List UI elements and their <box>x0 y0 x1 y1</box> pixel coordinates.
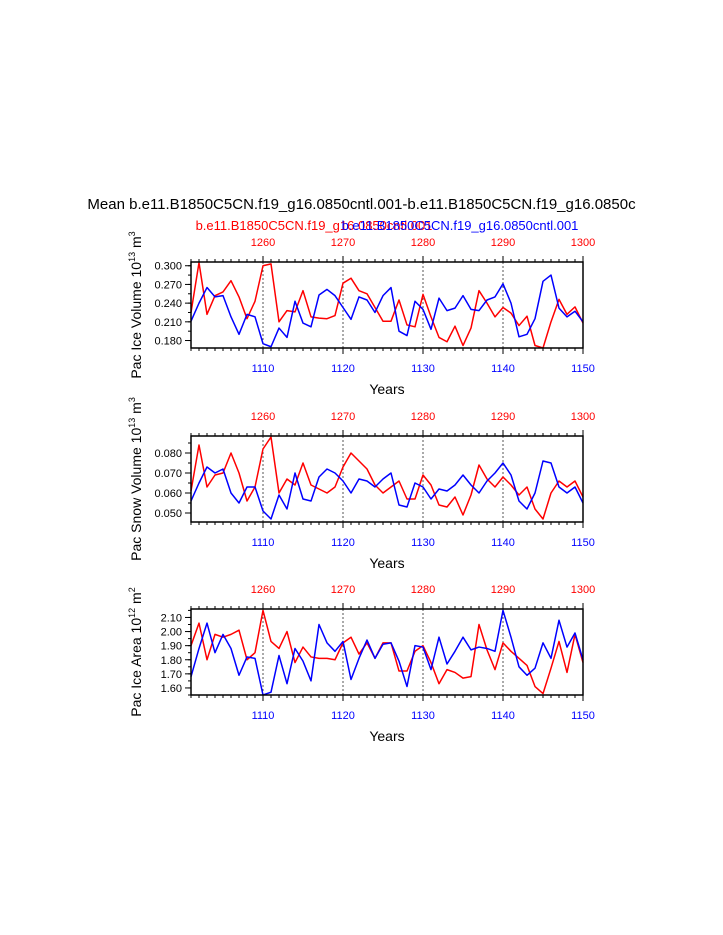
x-tick-label-bottom: 1120 <box>331 710 355 722</box>
y-tick-label: 0.080 <box>154 448 182 460</box>
y-axis-label-part: 3 <box>127 231 137 236</box>
series-line-blue <box>190 460 584 520</box>
x-tick-label-top: 1270 <box>331 237 355 249</box>
y-axis-label-part: Pac Ice Volume 10 <box>128 262 144 379</box>
y-tick-label: 1.70 <box>161 669 182 681</box>
x-tick-label-bottom: 1130 <box>411 363 435 375</box>
series-line-red <box>190 609 584 695</box>
plot-frame <box>190 261 584 349</box>
x-tick-label-top: 1260 <box>251 584 275 596</box>
y-tick-label: 0.070 <box>154 468 182 480</box>
chart-panels: 1110 1120 1130 1140 1150 1260 1270 1280 1290 1300… <box>127 231 595 744</box>
x-tick-label-top: 1280 <box>411 411 435 423</box>
x-tick-label-bottom: 1140 <box>491 710 515 722</box>
y-tick-label: 2.00 <box>161 627 182 639</box>
x-axis-label: Years <box>369 381 404 397</box>
y-tick-label: 0.060 <box>154 488 182 500</box>
y-axis-label-part: m <box>128 402 144 418</box>
x-tick-label-top: 1270 <box>331 584 355 596</box>
y-axis-label: Pac Ice Volume 1013 m3 <box>127 231 144 378</box>
x-tick-label-bottom: 1130 <box>411 710 435 722</box>
y-axis-label-part: 13 <box>127 418 137 428</box>
y-axis-label-part: m <box>128 236 144 252</box>
plot-frame <box>190 608 584 696</box>
y-tick-label: 1.60 <box>161 683 182 695</box>
x-axis-label: Years <box>369 555 404 571</box>
x-tick-label-top: 1300 <box>571 584 595 596</box>
x-tick-label-bottom: 1120 <box>331 537 355 549</box>
x-tick-label-top: 1280 <box>411 584 435 596</box>
x-tick-label-bottom: 1120 <box>331 363 355 375</box>
panel-1: 1110 1120 1130 1140 1150 1260 1270 1280 1290 1300… <box>127 231 595 397</box>
x-tick-label-top: 1300 <box>571 411 595 423</box>
x-tick-label-bottom: 1130 <box>411 537 435 549</box>
subtitle-blue: b.e11.B1850C5CN.f19_g16.0850cntl.001 <box>342 218 579 233</box>
panel-3: 1110 1120 1130 1140 1150 1260 1270 1280 1290 1300… <box>127 584 595 744</box>
x-tick-label-bottom: 1110 <box>252 537 275 549</box>
x-tick-label-bottom: 1110 <box>252 710 275 722</box>
panel-2: 1110 1120 1130 1140 1150 1260 1270 1280 1290 1300… <box>127 397 595 571</box>
y-tick-label: 2.10 <box>161 612 182 624</box>
y-tick-label: 0.300 <box>154 261 182 273</box>
y-tick-label: 0.270 <box>154 279 182 291</box>
y-tick-label: 0.180 <box>154 336 182 348</box>
y-tick-label: 0.050 <box>154 508 182 520</box>
y-tick-label: 1.90 <box>161 641 182 653</box>
y-tick-label: 1.80 <box>161 655 182 667</box>
x-tick-label-bottom: 1140 <box>491 363 515 375</box>
series-line-blue <box>190 274 584 348</box>
y-tick-label: 0.210 <box>154 317 182 329</box>
y-axis-label: Pac Ice Area 1012 m2 <box>127 587 144 716</box>
x-tick-label-top: 1260 <box>251 237 275 249</box>
plot-frame <box>190 435 584 523</box>
x-axis-label: Years <box>369 728 404 744</box>
x-tick-label-bottom: 1150 <box>571 537 595 549</box>
y-axis-label-part: 12 <box>127 608 137 618</box>
x-tick-label-top: 1290 <box>491 237 515 249</box>
y-axis-label: Pac Snow Volume 1013 m3 <box>127 397 144 561</box>
series-line-red <box>190 261 584 349</box>
y-tick-label: 0.240 <box>154 298 182 310</box>
x-tick-label-top: 1290 <box>491 411 515 423</box>
subtitle-red: b.e11.B1850C5CN.f19_g16.0850cntl.001 <box>196 218 433 233</box>
y-axis-label-part: 13 <box>127 252 137 262</box>
x-tick-label-top: 1300 <box>571 237 595 249</box>
y-axis-label-part: m <box>128 592 144 608</box>
series-line-blue <box>190 609 584 696</box>
x-tick-label-bottom: 1150 <box>571 710 595 722</box>
x-tick-label-top: 1280 <box>411 237 435 249</box>
y-axis-label-part: Pac Snow Volume 10 <box>128 428 144 561</box>
x-tick-label-top: 1270 <box>331 411 355 423</box>
main-title: Mean b.e11.B1850C5CN.f19_g16.0850cntl.00… <box>87 196 636 213</box>
series-line-red <box>190 436 584 520</box>
y-axis-label-part: 3 <box>127 397 137 402</box>
y-axis-label-part: Pac Ice Area 10 <box>128 618 144 717</box>
x-tick-label-bottom: 1110 <box>252 363 275 375</box>
y-axis-label-part: 2 <box>127 587 137 592</box>
x-tick-label-bottom: 1140 <box>491 537 515 549</box>
x-tick-label-top: 1260 <box>251 411 275 423</box>
x-tick-label-bottom: 1150 <box>571 363 595 375</box>
x-tick-label-top: 1290 <box>491 584 515 596</box>
